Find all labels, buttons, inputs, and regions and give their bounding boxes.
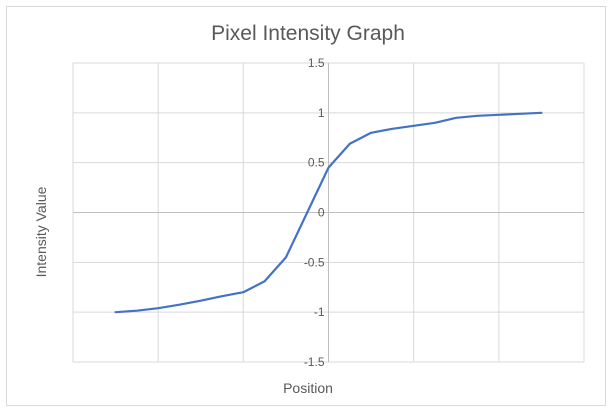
y-tick-label: 1.5: [308, 56, 325, 70]
chart-frame: [6, 6, 606, 406]
y-tick-label: -1.5: [304, 355, 325, 369]
y-tick-label: -0.5: [304, 255, 325, 269]
y-tick-label: 1: [318, 106, 325, 120]
series-line: [114, 111, 543, 314]
y-tick-label: -1: [314, 305, 325, 319]
y-tick-label: 0: [318, 206, 325, 220]
x-axis-label: Position: [283, 380, 333, 396]
chart-title: Pixel Intensity Graph: [211, 22, 405, 45]
y-tick-label: 0.5: [308, 156, 325, 170]
